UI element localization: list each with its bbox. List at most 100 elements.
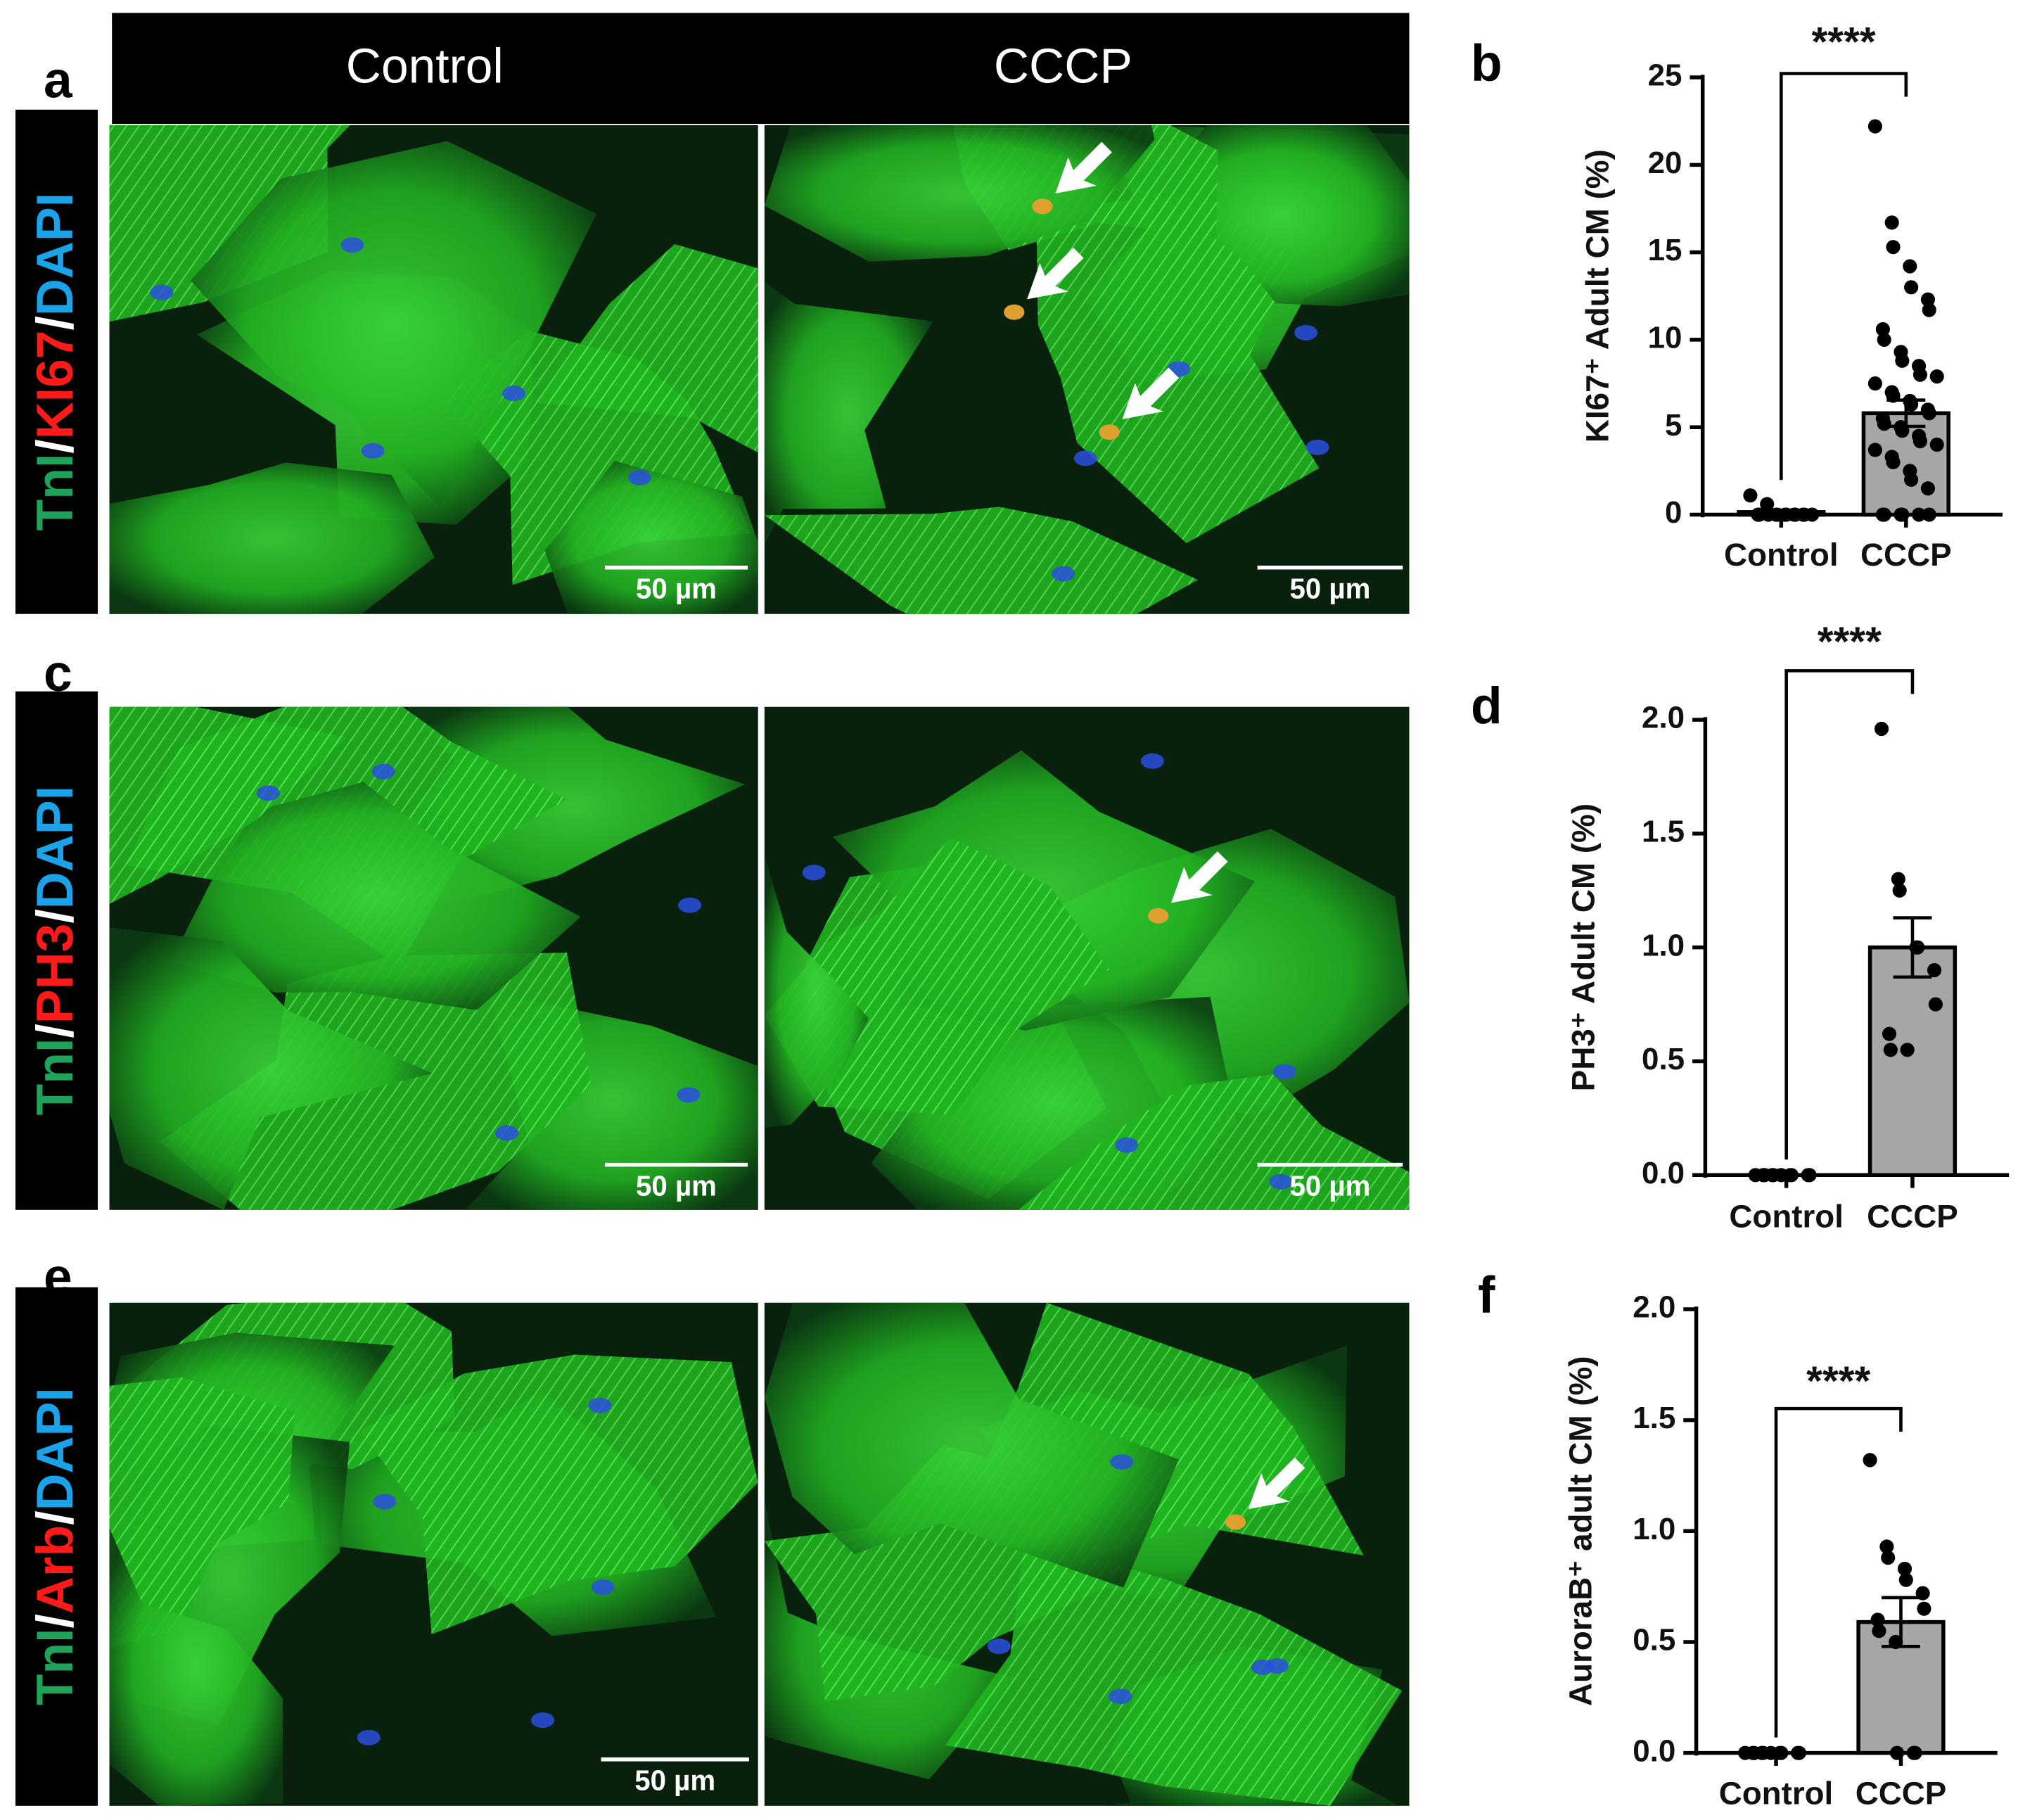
stain-part: /: [27, 1614, 84, 1628]
stained-nucleus: [1099, 424, 1120, 440]
stain-label: TnI/KI67/DAPI: [27, 193, 84, 531]
data-point: [1904, 397, 1919, 412]
stain-part: Arb: [27, 1525, 84, 1614]
y-tick-label: 0.5: [1633, 1623, 1675, 1657]
stain-part: TnI: [27, 454, 84, 531]
scale-bar-label: 50 µm: [636, 573, 717, 604]
data-point: [1774, 1745, 1789, 1760]
cell: [170, 782, 581, 1010]
cell: [360, 1354, 758, 1635]
data-point: [1912, 507, 1927, 522]
panel-letter: f: [1478, 1266, 1495, 1324]
cell: [109, 125, 350, 322]
cell: [109, 462, 435, 614]
micrograph: [764, 1302, 1410, 1806]
data-point: [1922, 507, 1936, 522]
cell: [190, 141, 597, 507]
nucleus: [1269, 1173, 1293, 1190]
data-point: [1770, 507, 1784, 522]
scale-bar-label: 50 µm: [634, 1764, 715, 1796]
data-point: [1867, 119, 1882, 134]
stain-part: /: [27, 1024, 84, 1038]
data-point: [1863, 1453, 1877, 1468]
column-header: Control: [346, 38, 504, 93]
data-point: [1892, 883, 1907, 898]
significance-label: ****: [1818, 619, 1882, 665]
arrow: [1122, 367, 1180, 419]
cell: [764, 281, 933, 545]
bar: [1867, 945, 1958, 1178]
y-tick-label: 0: [1665, 495, 1682, 530]
data-point: [1898, 1572, 1913, 1587]
nucleus: [1115, 1137, 1139, 1153]
nucleus: [1265, 1657, 1289, 1674]
data-point: [1895, 507, 1910, 522]
significance-bracket: [1774, 1406, 1903, 1738]
y-axis-label: AuroraB⁺ adult CM (%): [1563, 1356, 1599, 1707]
data-point: [1917, 1601, 1931, 1616]
data-point: [1746, 1745, 1761, 1760]
data-point: [1904, 472, 1919, 487]
data-point: [1922, 303, 1936, 317]
nucleus: [1272, 1064, 1296, 1080]
data-point: [1884, 215, 1899, 230]
nucleus: [1140, 753, 1164, 769]
nucleus: [150, 284, 174, 300]
arrow: [1248, 1457, 1305, 1510]
data-point: [1886, 240, 1901, 255]
stain-bar: [15, 691, 98, 1210]
y-tick-label: 0.0: [1633, 1733, 1675, 1768]
y-axis-label: PH3⁺ Adult CM (%): [1565, 803, 1601, 1091]
nucleus: [677, 1087, 701, 1103]
cell: [764, 1302, 1180, 1588]
data-point: [1788, 507, 1803, 522]
y-tick-label: 1.5: [1633, 1401, 1675, 1435]
significance-label: ****: [1806, 1358, 1870, 1404]
nucleus: [1110, 1454, 1134, 1470]
cell: [764, 855, 869, 1128]
y-tick-label: 1.0: [1633, 1512, 1675, 1546]
nucleus: [1052, 566, 1075, 582]
y-tick-label: 20: [1648, 146, 1682, 180]
data-point: [1763, 1745, 1778, 1760]
data-point: [1900, 1043, 1915, 1057]
data-point: [1912, 434, 1928, 449]
data-point: [1915, 1586, 1930, 1601]
stained-nucleus: [1148, 908, 1169, 924]
stain-part: /: [27, 909, 84, 923]
data-point: [1879, 1539, 1894, 1554]
cell: [536, 217, 758, 453]
data-point: [1903, 259, 1917, 274]
nucleus: [357, 1729, 381, 1745]
x-tick-label: CCCP: [1860, 537, 1952, 573]
nucleus: [591, 1579, 615, 1596]
y-tick-label: 15: [1648, 233, 1682, 267]
significance-bracket: [1780, 72, 1908, 481]
data-point: [1882, 1026, 1897, 1041]
stain-part: TnI: [27, 1628, 84, 1705]
panel-letter: a: [44, 51, 73, 108]
data-point: [1877, 332, 1891, 348]
data-point: [1867, 443, 1882, 457]
x-tick-label: Control: [1724, 537, 1839, 573]
significance-bracket: [1784, 669, 1915, 1160]
nucleus: [340, 237, 364, 253]
data-point: [1920, 292, 1935, 307]
stain-part: KI67: [27, 330, 84, 439]
cell: [109, 1528, 283, 1806]
data-point: [1895, 424, 1910, 438]
nucleus: [588, 1397, 612, 1413]
nucleus: [1305, 439, 1329, 455]
nucleus: [802, 865, 826, 881]
data-point: [1805, 507, 1820, 522]
data-point: [1877, 507, 1891, 522]
micrograph: [109, 706, 758, 1210]
cell: [764, 125, 1155, 262]
stain-part: TnI: [27, 1038, 84, 1116]
stained-nucleus: [1004, 304, 1025, 320]
data-point: [1904, 280, 1919, 295]
data-point: [1886, 388, 1901, 403]
stain-part: /: [27, 1510, 84, 1525]
x-tick-label: Control: [1729, 1199, 1844, 1235]
y-tick-label: 10: [1648, 321, 1682, 355]
